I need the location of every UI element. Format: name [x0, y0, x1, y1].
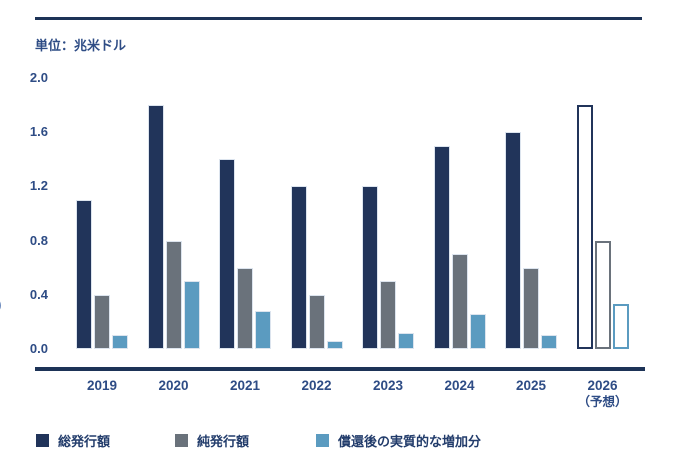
legend-swatch-icon	[36, 434, 49, 447]
legend: 総発行額 純発行額 償還後の実質的な増加分	[0, 431, 678, 451]
forecast-note: （予想）	[577, 395, 628, 409]
x-axis-label-2019: 2019	[86, 378, 118, 393]
legend-swatch-icon	[175, 434, 188, 447]
bar-2023-series-2	[398, 333, 414, 349]
bar-2025-series-0	[505, 132, 521, 349]
legend-item-1: 純発行額	[175, 431, 249, 450]
bar-2026-series-0	[576, 105, 593, 349]
bar-2024-series-0	[433, 146, 450, 349]
bar-2021-series-1	[237, 268, 253, 349]
y-tick-label: 0.0	[29, 341, 48, 356]
bar-2021-series-0	[219, 159, 235, 349]
bar-2025-series-1	[523, 268, 539, 349]
top-divider-rule	[35, 17, 642, 20]
legend-swatch-icon	[316, 434, 329, 447]
x-axis-label-2026: 2026 （予想）	[563, 378, 643, 410]
bar-2023-series-1	[380, 281, 396, 349]
bar-2019-series-0	[76, 200, 92, 349]
bar-2022-series-2	[326, 341, 343, 349]
y-tick-label: 2.0	[29, 70, 48, 85]
x-axis-label-2021: 2021	[229, 378, 261, 393]
x-axis-label-2025: 2025	[515, 378, 547, 393]
bar-2020-series-2	[183, 281, 200, 349]
x-axis-label-2020: 2020	[158, 378, 189, 393]
y-tick-label: 0.4	[29, 286, 48, 302]
x-axis-line	[35, 367, 645, 371]
bar-2026-series-1	[594, 241, 611, 349]
y-tick-label: 1.2	[29, 178, 48, 194]
clipped-left-edge-glyph: )	[0, 296, 2, 312]
legend-item-0: 総発行額	[36, 431, 110, 450]
legend-label: 純発行額	[197, 434, 250, 449]
bar-2024-series-2	[469, 314, 486, 349]
bar-2023-series-0	[362, 186, 378, 349]
x-axis-label-2023: 2023	[372, 378, 404, 393]
y-tick-label: 0.8	[29, 232, 48, 248]
legend-item-2: 償還後の実質的な増加分	[316, 431, 481, 450]
bar-2022-series-1	[308, 295, 325, 349]
bar-2025-series-2	[541, 335, 557, 349]
x-axis-label-2022: 2022	[301, 378, 332, 393]
legend-label: 総発行額	[58, 434, 111, 449]
bar-2020-series-0	[147, 105, 164, 349]
x-axis-label-2024: 2024	[444, 378, 475, 393]
bar-2021-series-2	[255, 311, 271, 349]
bar-2026-series-2	[612, 304, 629, 349]
bar-2020-series-1	[165, 241, 182, 349]
bar-2022-series-0	[290, 186, 307, 349]
bar-2019-series-1	[94, 295, 110, 349]
bar-2024-series-1	[451, 254, 468, 349]
y-tick-label: 1.6	[29, 124, 48, 140]
unit-label: 単位：兆米ドル	[35, 38, 127, 53]
legend-label: 償還後の実質的な増加分	[338, 434, 482, 449]
bar-2019-series-2	[112, 335, 128, 349]
